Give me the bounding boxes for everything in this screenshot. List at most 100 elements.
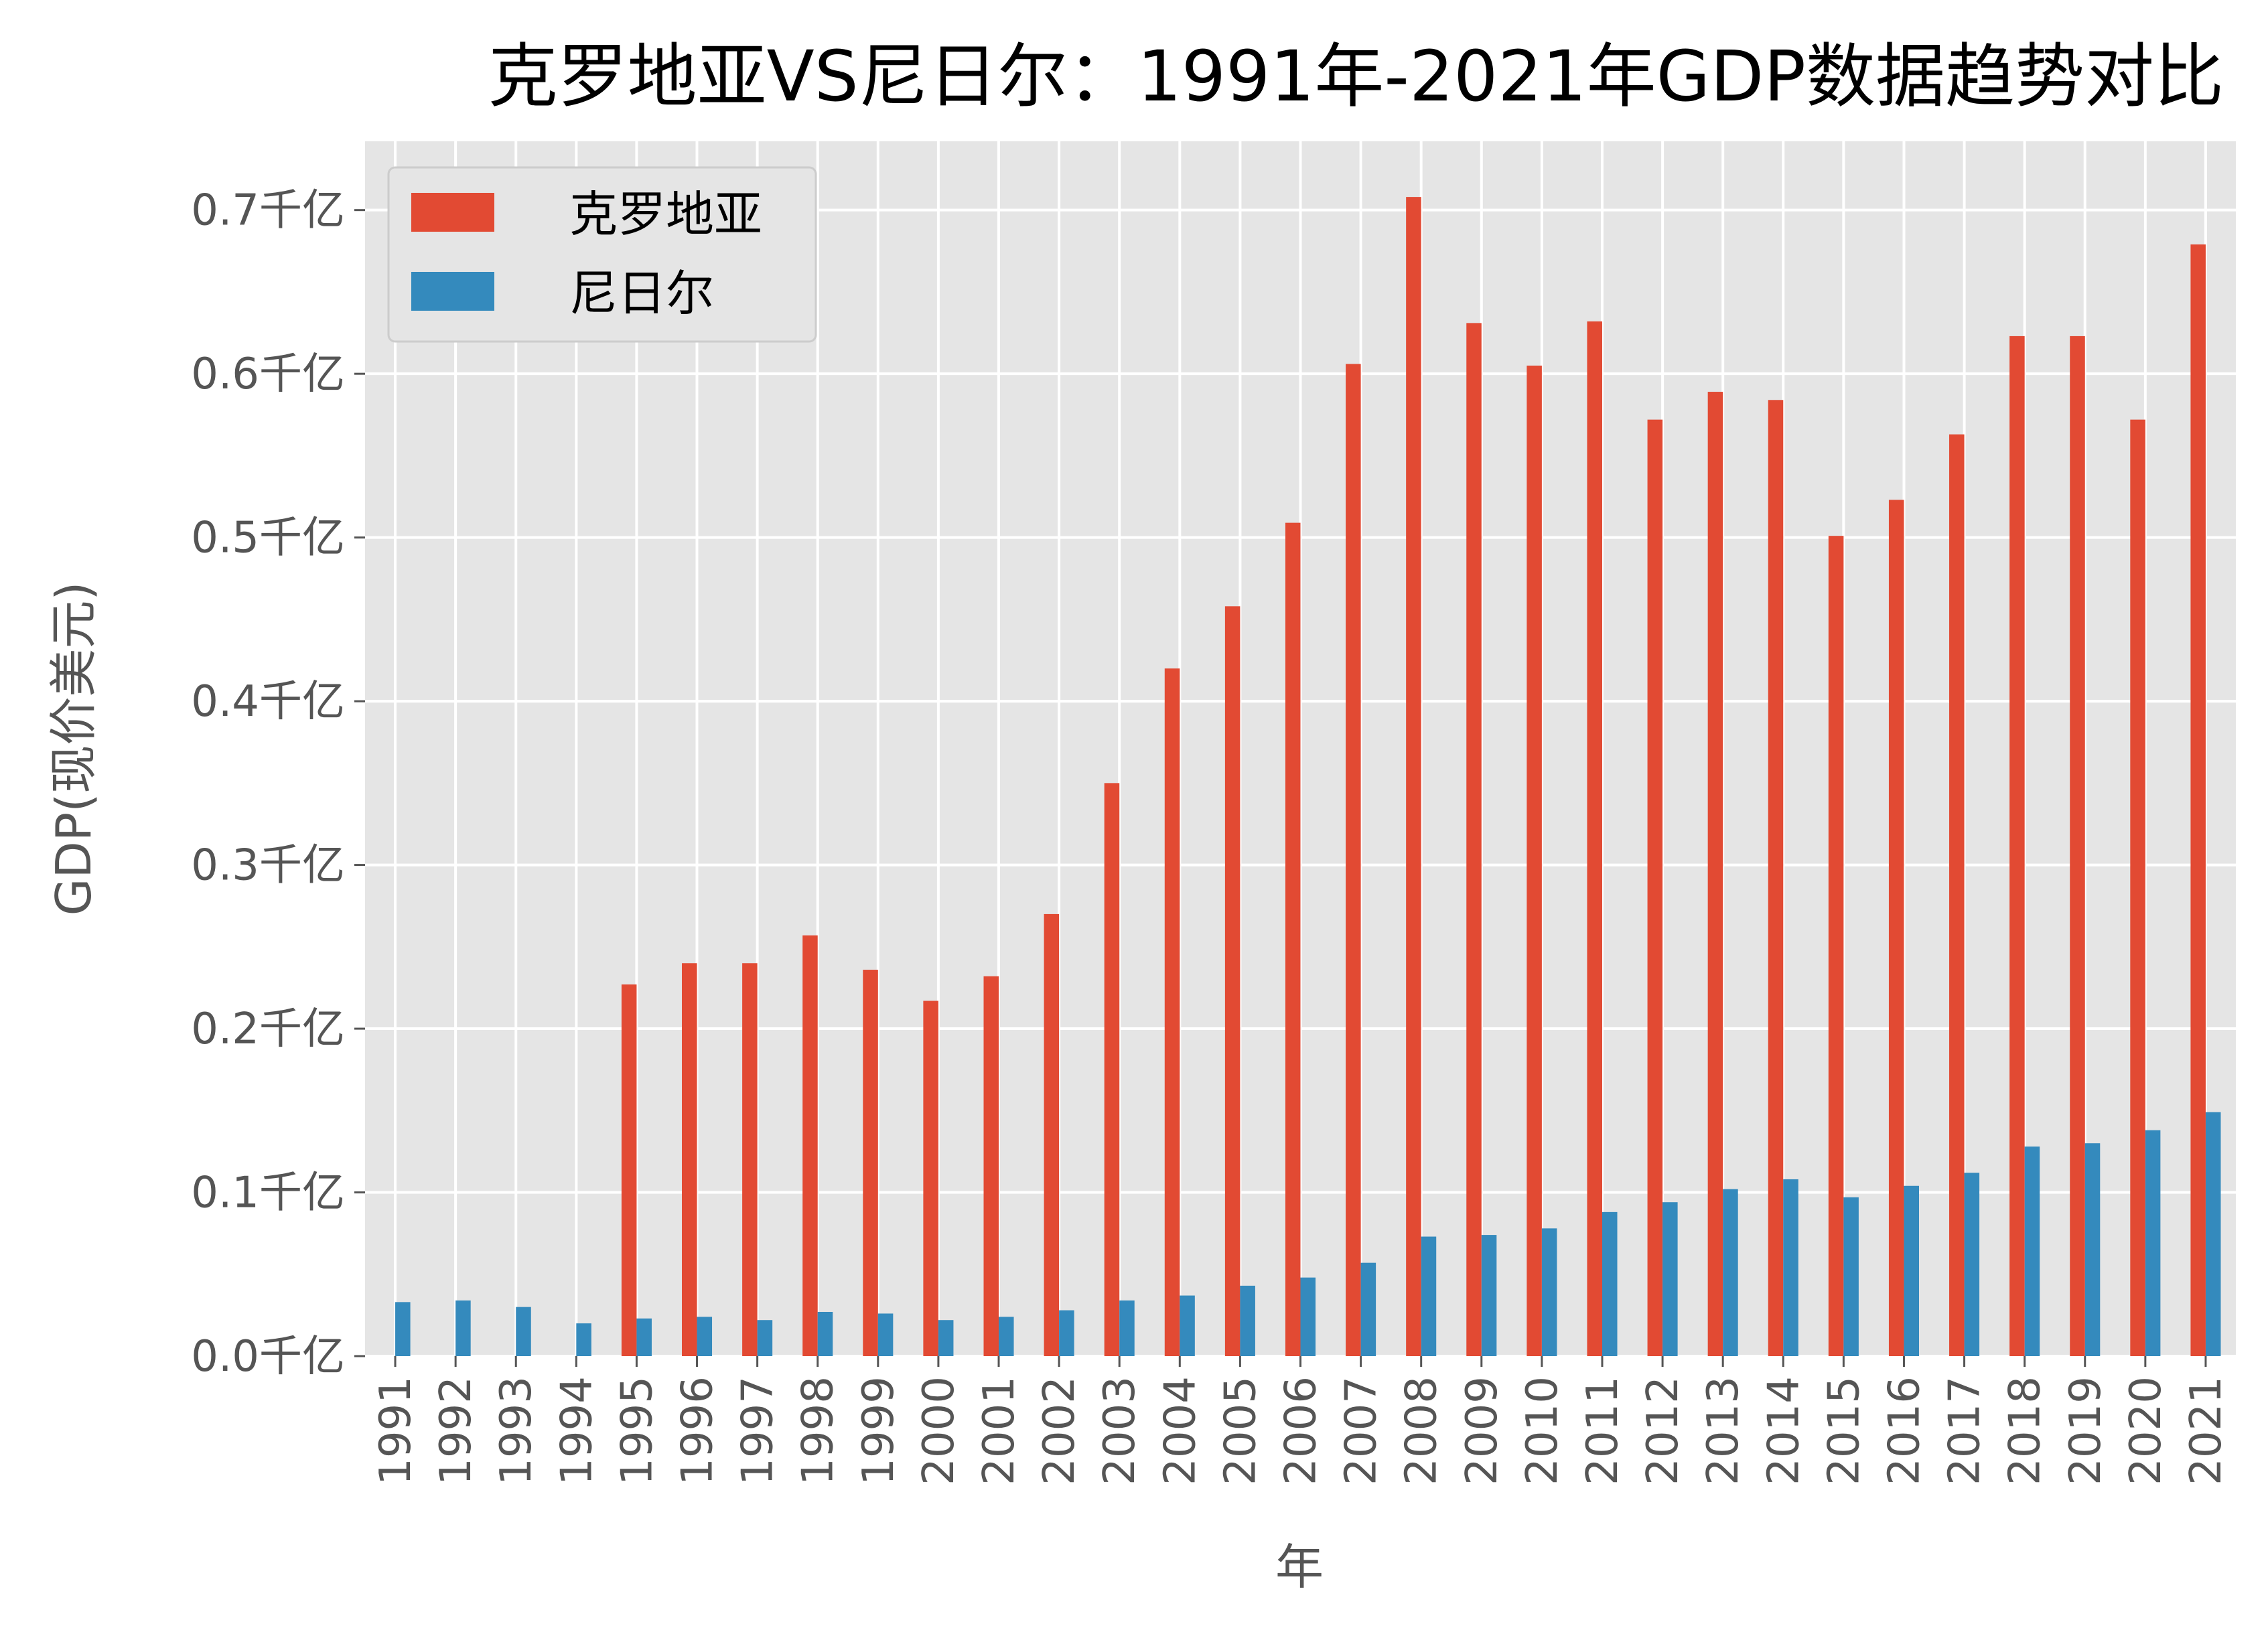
x-tick-label: 2016 bbox=[1880, 1376, 1929, 1485]
bar-croatia-2019 bbox=[2070, 336, 2085, 1356]
x-tick-label: 2013 bbox=[1699, 1376, 1748, 1485]
bar-niger-2006 bbox=[1300, 1277, 1316, 1356]
x-tick-label: 1991 bbox=[371, 1376, 421, 1485]
x-tick-label: 2007 bbox=[1337, 1376, 1387, 1485]
x-tick-label: 1992 bbox=[431, 1376, 481, 1485]
x-tick-label: 2008 bbox=[1397, 1376, 1447, 1485]
x-tick-label: 2014 bbox=[1759, 1376, 1809, 1485]
bar-croatia-2007 bbox=[1346, 364, 1361, 1357]
bar-croatia-2014 bbox=[1768, 400, 1784, 1356]
bar-niger-2004 bbox=[1180, 1295, 1195, 1356]
x-tick-label: 2019 bbox=[2061, 1376, 2111, 1485]
bar-croatia-2018 bbox=[2009, 336, 2025, 1356]
chart-title: 克罗地亚VS尼日尔：1991年-2021年GDP数据趋势对比 bbox=[488, 35, 2224, 117]
bar-niger-1991 bbox=[395, 1302, 411, 1356]
bar-niger-2007 bbox=[1360, 1262, 1376, 1356]
legend-swatch-niger bbox=[411, 272, 494, 311]
bar-niger-2009 bbox=[1481, 1235, 1497, 1356]
bar-niger-2001 bbox=[999, 1317, 1014, 1356]
x-tick-label: 1999 bbox=[854, 1376, 904, 1485]
bar-croatia-2000 bbox=[923, 1001, 938, 1356]
bar-croatia-2009 bbox=[1466, 323, 1482, 1356]
legend-label-croatia: 克罗地亚 bbox=[569, 186, 762, 242]
bar-niger-2010 bbox=[1541, 1228, 1557, 1356]
bar-niger-2005 bbox=[1240, 1285, 1255, 1356]
x-tick-label: 2011 bbox=[1578, 1376, 1628, 1485]
bar-niger-1992 bbox=[455, 1300, 471, 1356]
bar-niger-2016 bbox=[1904, 1185, 1919, 1356]
y-tick-label: 0.6千亿 bbox=[191, 350, 345, 399]
bar-niger-2003 bbox=[1119, 1300, 1135, 1356]
bar-niger-2018 bbox=[2024, 1147, 2040, 1356]
legend-swatch-croatia bbox=[411, 193, 494, 232]
x-tick-label: 1997 bbox=[733, 1376, 783, 1485]
y-tick-label: 0.3千亿 bbox=[191, 841, 345, 891]
bar-croatia-2001 bbox=[983, 976, 999, 1356]
bar-croatia-2005 bbox=[1224, 606, 1241, 1356]
bar-croatia-2012 bbox=[1647, 419, 1663, 1356]
legend-box bbox=[387, 166, 817, 343]
bar-croatia-2021 bbox=[2190, 244, 2206, 1357]
bar-croatia-2017 bbox=[1949, 434, 1965, 1357]
y-tick-label: 0.2千亿 bbox=[191, 1005, 345, 1054]
y-tick-label: 0.1千亿 bbox=[191, 1169, 345, 1218]
legend: 克罗地亚 尼日尔 bbox=[387, 166, 817, 343]
bar-niger-2012 bbox=[1662, 1202, 1678, 1356]
y-tick-label: 0.7千亿 bbox=[191, 186, 345, 236]
y-tick-label: 0.0千亿 bbox=[191, 1332, 345, 1382]
x-tick-label: 2001 bbox=[975, 1376, 1024, 1485]
x-tick-label: 1994 bbox=[552, 1376, 601, 1485]
bar-croatia-2003 bbox=[1104, 783, 1120, 1356]
bar-niger-1997 bbox=[757, 1320, 773, 1356]
x-tick-label: 2010 bbox=[1518, 1376, 1567, 1485]
x-tick-label: 2021 bbox=[2182, 1376, 2231, 1485]
bar-croatia-2013 bbox=[1707, 392, 1723, 1356]
x-tick-label: 2012 bbox=[1638, 1376, 1688, 1485]
bar-niger-1998 bbox=[817, 1311, 833, 1356]
bar-croatia-2008 bbox=[1406, 197, 1421, 1356]
bar-niger-2021 bbox=[2205, 1112, 2221, 1356]
bar-croatia-1997 bbox=[742, 963, 758, 1356]
bar-croatia-2015 bbox=[1828, 536, 1844, 1356]
bar-niger-1996 bbox=[697, 1317, 713, 1356]
x-tick-label: 2009 bbox=[1458, 1376, 1507, 1485]
bar-niger-1993 bbox=[516, 1307, 531, 1356]
bar-croatia-1998 bbox=[802, 935, 818, 1356]
bar-niger-2020 bbox=[2145, 1130, 2161, 1356]
bar-croatia-2002 bbox=[1044, 913, 1060, 1356]
x-tick-label: 1998 bbox=[794, 1376, 843, 1485]
x-tick-label: 2002 bbox=[1035, 1376, 1084, 1485]
x-axis-label: 年 bbox=[1275, 1539, 1324, 1595]
bar-niger-2014 bbox=[1783, 1179, 1798, 1356]
bar-croatia-2004 bbox=[1164, 668, 1180, 1356]
bar-niger-2013 bbox=[1723, 1189, 1738, 1356]
bar-croatia-1996 bbox=[682, 963, 697, 1356]
bar-niger-1994 bbox=[576, 1323, 591, 1356]
bar-niger-1999 bbox=[877, 1313, 894, 1356]
bar-croatia-2020 bbox=[2130, 419, 2145, 1356]
bar-croatia-2011 bbox=[1587, 321, 1602, 1356]
x-tick-label: 2004 bbox=[1155, 1376, 1205, 1485]
x-tick-label: 2000 bbox=[914, 1376, 964, 1485]
x-tick-label: 2006 bbox=[1277, 1376, 1326, 1485]
x-tick-label: 1996 bbox=[673, 1376, 723, 1485]
bar-niger-2011 bbox=[1602, 1211, 1618, 1356]
x-tick-label: 2005 bbox=[1216, 1376, 1265, 1485]
bar-croatia-2006 bbox=[1285, 522, 1301, 1356]
bar-niger-1995 bbox=[636, 1318, 652, 1356]
x-tick-label: 1995 bbox=[612, 1376, 662, 1485]
x-tick-label: 2015 bbox=[1819, 1376, 1869, 1485]
bar-croatia-1995 bbox=[621, 984, 637, 1356]
bar-niger-2008 bbox=[1421, 1236, 1437, 1356]
x-tick-label: 2020 bbox=[2121, 1376, 2171, 1485]
bar-niger-2017 bbox=[1964, 1173, 1980, 1356]
x-tick-label: 2003 bbox=[1095, 1376, 1145, 1485]
bar-croatia-1999 bbox=[863, 970, 878, 1356]
bar-niger-2000 bbox=[938, 1320, 954, 1356]
y-tick-label: 0.5千亿 bbox=[191, 514, 345, 563]
bar-niger-2019 bbox=[2084, 1143, 2101, 1356]
x-tick-label: 2017 bbox=[1940, 1376, 1990, 1485]
y-tick-label: 0.4千亿 bbox=[191, 677, 345, 727]
bar-croatia-2016 bbox=[1888, 500, 1904, 1356]
